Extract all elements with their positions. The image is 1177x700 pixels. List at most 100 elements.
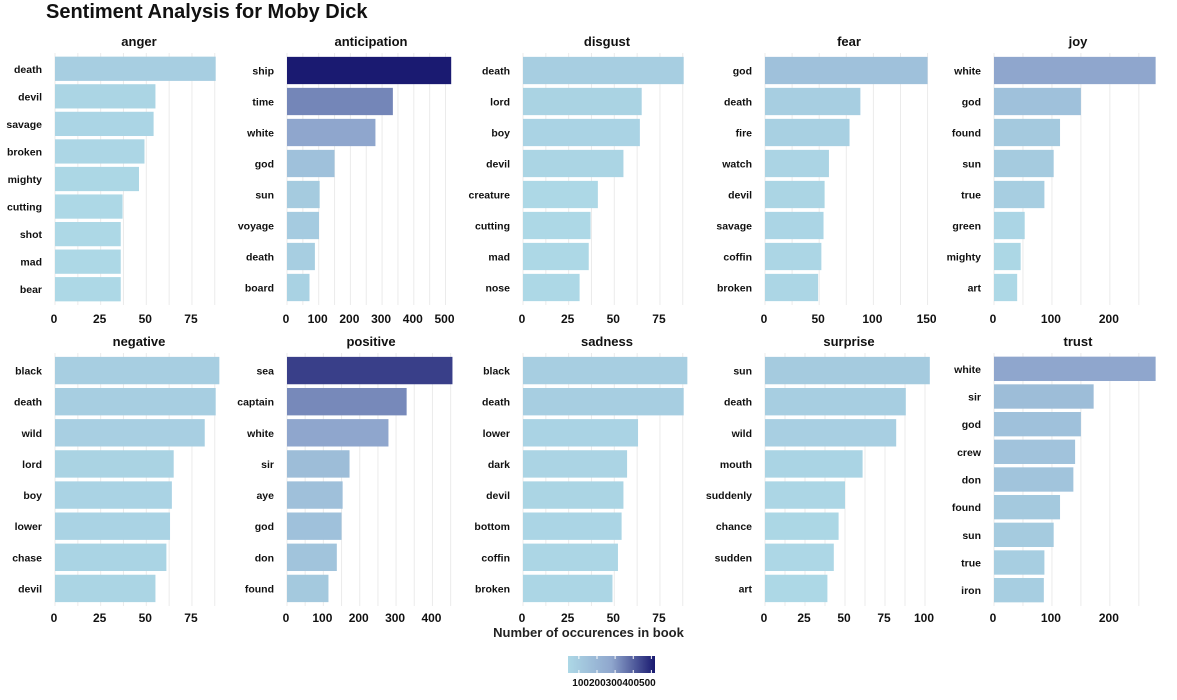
x-axis-title: Number of occurences in book xyxy=(493,625,684,640)
bar-god xyxy=(287,149,335,178)
category-label: sun xyxy=(733,366,752,378)
facet-panel-fear: fear god death fire watch devil savage coffin br… xyxy=(716,34,937,326)
category-label: sudden xyxy=(715,552,752,564)
category-label: green xyxy=(952,221,981,233)
x-tick-label: 75 xyxy=(184,312,198,326)
category-label: death xyxy=(724,97,752,109)
bar-god xyxy=(994,87,1081,116)
category-label: black xyxy=(483,366,510,378)
category-label: devil xyxy=(486,159,510,171)
bar-mighty xyxy=(994,242,1021,271)
bar-don xyxy=(287,543,337,572)
category-label: shot xyxy=(20,229,43,241)
category-label: chase xyxy=(12,552,42,564)
bar-broken xyxy=(765,273,819,302)
bar-lord xyxy=(55,450,174,478)
facet-title: surprise xyxy=(823,334,874,349)
bar-boy xyxy=(523,118,640,147)
bar-black xyxy=(55,356,220,385)
category-label: mighty xyxy=(947,252,982,264)
bar-chance xyxy=(765,512,839,540)
bar-devil xyxy=(523,481,624,509)
x-tick-label: 100 xyxy=(308,312,328,326)
x-tick-label: 500 xyxy=(434,312,454,326)
category-label: savage xyxy=(6,119,42,131)
x-tick-label: 25 xyxy=(93,312,107,326)
facet-panel-sadness: sadness black death lower dark devil bottom cof… xyxy=(474,334,688,625)
category-label: sea xyxy=(256,366,274,378)
bar-time xyxy=(287,87,393,116)
category-label: boy xyxy=(491,128,510,140)
category-label: lower xyxy=(15,521,42,533)
bar-nose xyxy=(523,273,580,302)
x-tick-label: 200 xyxy=(1099,312,1119,326)
x-tick-label: 100 xyxy=(312,611,332,625)
bar-lower xyxy=(523,419,639,447)
facet-title: fear xyxy=(837,34,861,49)
bar-mouth xyxy=(765,450,863,478)
x-tick-label: 25 xyxy=(93,611,107,625)
x-tick-label: 400 xyxy=(403,312,423,326)
x-tick-label: 0 xyxy=(519,312,526,326)
category-label: white xyxy=(953,364,981,376)
bar-death xyxy=(287,242,315,271)
x-tick-label: 50 xyxy=(139,312,153,326)
legend-tick-labels: 100200300400500 xyxy=(568,678,668,690)
category-label: broken xyxy=(7,146,42,158)
facet-title: positive xyxy=(346,334,395,349)
category-label: mad xyxy=(488,252,510,264)
category-label: wild xyxy=(21,428,42,440)
bar-sun xyxy=(765,356,930,385)
category-label: sun xyxy=(255,190,274,202)
bar-wild xyxy=(765,419,897,447)
facet-panel-negative: negative black death wild lord boy lower chase d… xyxy=(12,334,220,625)
bar-white xyxy=(994,56,1156,85)
category-label: broken xyxy=(717,283,752,295)
category-label: lower xyxy=(483,428,510,440)
category-label: death xyxy=(246,252,274,264)
bar-lord xyxy=(523,87,642,116)
category-label: devil xyxy=(486,490,510,502)
legend-color-bar xyxy=(568,656,655,673)
bar-devil xyxy=(55,574,156,603)
category-label: bear xyxy=(20,284,42,296)
bar-white xyxy=(994,356,1156,382)
x-tick-label: 200 xyxy=(349,611,369,625)
x-tick-label: 100 xyxy=(862,312,882,326)
x-tick-label: 0 xyxy=(283,611,290,625)
bar-savage xyxy=(765,211,824,240)
facet-title: trust xyxy=(1064,334,1094,349)
category-label: found xyxy=(245,583,274,595)
bar-watch xyxy=(765,149,829,178)
bar-dark xyxy=(523,450,628,478)
category-label: black xyxy=(15,366,42,378)
category-label: cutting xyxy=(7,202,42,214)
bar-found xyxy=(994,118,1061,147)
category-label: mighty xyxy=(8,174,43,186)
category-label: sun xyxy=(962,159,981,171)
x-tick-label: 0 xyxy=(519,611,526,625)
category-label: board xyxy=(245,283,274,295)
x-tick-label: 100 xyxy=(1041,611,1061,625)
category-label: white xyxy=(246,128,274,140)
bar-devil xyxy=(55,84,156,109)
category-label: found xyxy=(952,128,981,140)
category-label: art xyxy=(968,283,982,295)
category-label: true xyxy=(961,190,981,202)
bar-found xyxy=(287,574,329,603)
category-label: death xyxy=(14,397,42,409)
bar-mad xyxy=(523,242,589,271)
facet-panel-joy: joy white god found sun true green mighty art 0 10… xyxy=(947,34,1156,326)
facet-panel-anger: anger death devil savage broken mighty cutting… xyxy=(6,34,216,326)
bar-mad xyxy=(55,249,121,274)
bar-wild xyxy=(55,419,205,447)
bar-green xyxy=(994,211,1025,240)
bar-true xyxy=(994,550,1045,575)
bar-crew xyxy=(994,439,1076,465)
category-label: god xyxy=(255,521,274,533)
category-label: sir xyxy=(968,392,981,404)
category-label: captain xyxy=(237,397,274,409)
facet-title: negative xyxy=(113,334,166,349)
x-tick-label: 100 xyxy=(1041,312,1061,326)
bar-sea xyxy=(287,356,453,385)
